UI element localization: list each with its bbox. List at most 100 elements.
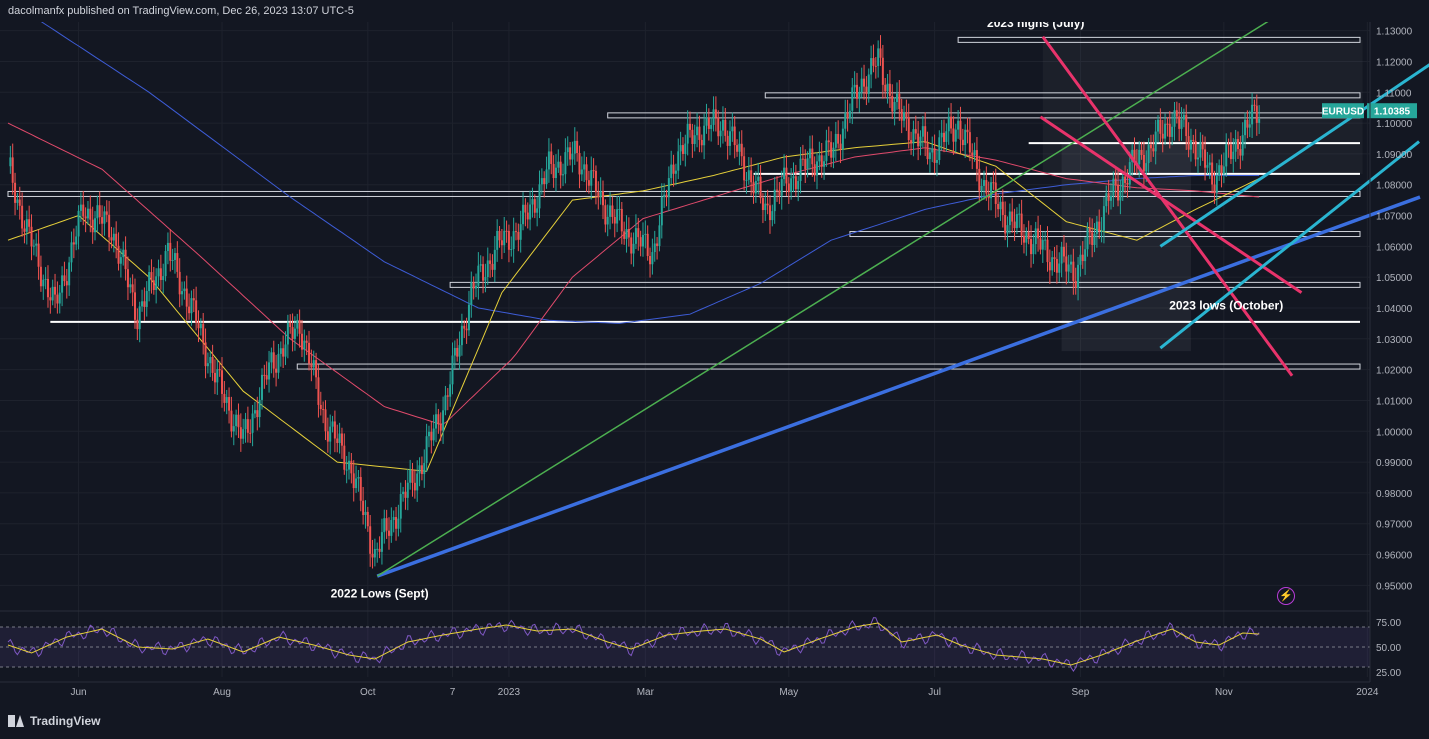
candle-body <box>623 231 626 239</box>
candle-body <box>1227 144 1230 146</box>
candle-body <box>1225 144 1228 167</box>
rsi-panel: 75.00 50.00 25.00 <box>0 610 1401 679</box>
candle-body <box>554 167 557 179</box>
candle-body <box>1171 126 1174 137</box>
candle-body <box>61 275 64 293</box>
candle-body <box>237 414 240 428</box>
candle-body <box>1034 228 1037 245</box>
trendlines <box>376 14 1429 578</box>
price-tick-label: 1.05000 <box>1376 273 1413 284</box>
candle-body <box>188 306 191 314</box>
price-tick-label: 1.08000 <box>1376 181 1413 192</box>
candle-body <box>686 123 689 144</box>
candle-body <box>176 253 179 272</box>
candle-body <box>700 139 703 146</box>
candle-body <box>1208 162 1211 166</box>
candle-body <box>522 204 525 225</box>
candle-body <box>1119 191 1122 201</box>
candle-body <box>1189 139 1192 150</box>
candle-body <box>112 233 115 241</box>
price-tick-label: 0.97000 <box>1376 520 1413 531</box>
ascending-channel-lower <box>1159 140 1421 350</box>
candle-body <box>1060 246 1063 264</box>
candle-body <box>293 328 296 339</box>
candle-body <box>569 147 572 160</box>
candle-body <box>1022 235 1025 243</box>
candle-body <box>380 532 383 552</box>
candle-body <box>460 325 463 346</box>
time-tick-label: 7 <box>450 687 456 698</box>
candle-body <box>766 203 769 206</box>
candle-body <box>785 167 788 184</box>
price-chart-svg[interactable]: 2023 highs (July) 2023 lows (October) 2022… <box>0 0 1429 707</box>
candle-body <box>326 431 329 442</box>
candle-body <box>1187 136 1190 150</box>
candle-body <box>331 421 334 427</box>
candle-body <box>143 301 146 307</box>
candle-body <box>399 494 402 519</box>
candle-body <box>1138 149 1141 165</box>
candle-body <box>801 158 804 160</box>
candle-body <box>1084 249 1087 262</box>
chart-area[interactable]: 2023 highs (July) 2023 lows (October) 2022… <box>0 0 1429 707</box>
candle-body <box>771 211 774 221</box>
candle-body <box>1180 119 1183 129</box>
candle-body <box>526 212 529 220</box>
candle-body <box>1032 244 1035 255</box>
candle-body <box>627 228 630 238</box>
candle-body <box>84 216 87 219</box>
publisher-info: dacolmanfx published on TradingView.com,… <box>8 5 354 17</box>
candle-body <box>21 205 24 229</box>
candle-body <box>519 224 522 240</box>
candle-body <box>698 126 701 140</box>
candle-body <box>103 211 106 224</box>
candle-body <box>658 225 661 246</box>
candle-body <box>773 189 776 212</box>
candle-body <box>470 282 473 305</box>
candle-body <box>317 377 320 405</box>
candle-body <box>867 74 870 94</box>
candle-body <box>263 374 266 376</box>
candle-body <box>14 182 17 203</box>
candle-body <box>959 120 962 140</box>
candle-body <box>423 462 426 475</box>
candle-body <box>1142 154 1145 172</box>
candle-body <box>994 182 997 204</box>
candle-body <box>244 419 247 430</box>
candle-body <box>155 276 158 291</box>
candle-body <box>898 93 901 110</box>
candle-body <box>1008 211 1011 226</box>
candle-body <box>129 284 132 288</box>
candle-body <box>1055 258 1058 273</box>
lightning-icon[interactable]: ⚡ <box>1277 587 1295 605</box>
candle-body <box>51 286 54 301</box>
candle-body <box>1030 239 1033 255</box>
candle-body <box>1041 239 1044 250</box>
candle-body <box>957 120 960 130</box>
candle-body <box>392 517 395 521</box>
candle-body <box>886 83 889 92</box>
candle-body <box>935 160 938 163</box>
candle-body <box>35 243 38 246</box>
candle-body <box>1006 225 1009 234</box>
candle-body <box>689 123 692 130</box>
candle-body <box>202 323 205 343</box>
candle-body <box>413 482 416 491</box>
candle-body <box>792 176 795 179</box>
candle-body <box>315 360 318 378</box>
candle-body <box>531 199 534 205</box>
candle-body <box>1236 139 1239 150</box>
candle-body <box>1253 104 1256 106</box>
candle-body <box>387 530 390 536</box>
candle-body <box>679 145 682 152</box>
candle-body <box>672 164 675 174</box>
candle-body <box>1178 116 1181 129</box>
candle-body <box>1053 257 1056 259</box>
time-tick-label: Nov <box>1215 687 1233 698</box>
candle-body <box>296 319 299 329</box>
candle-body <box>185 288 188 307</box>
candle-body <box>1241 135 1244 156</box>
candle-body <box>726 135 729 146</box>
candle-body <box>1065 256 1068 272</box>
candle-body <box>418 465 421 474</box>
